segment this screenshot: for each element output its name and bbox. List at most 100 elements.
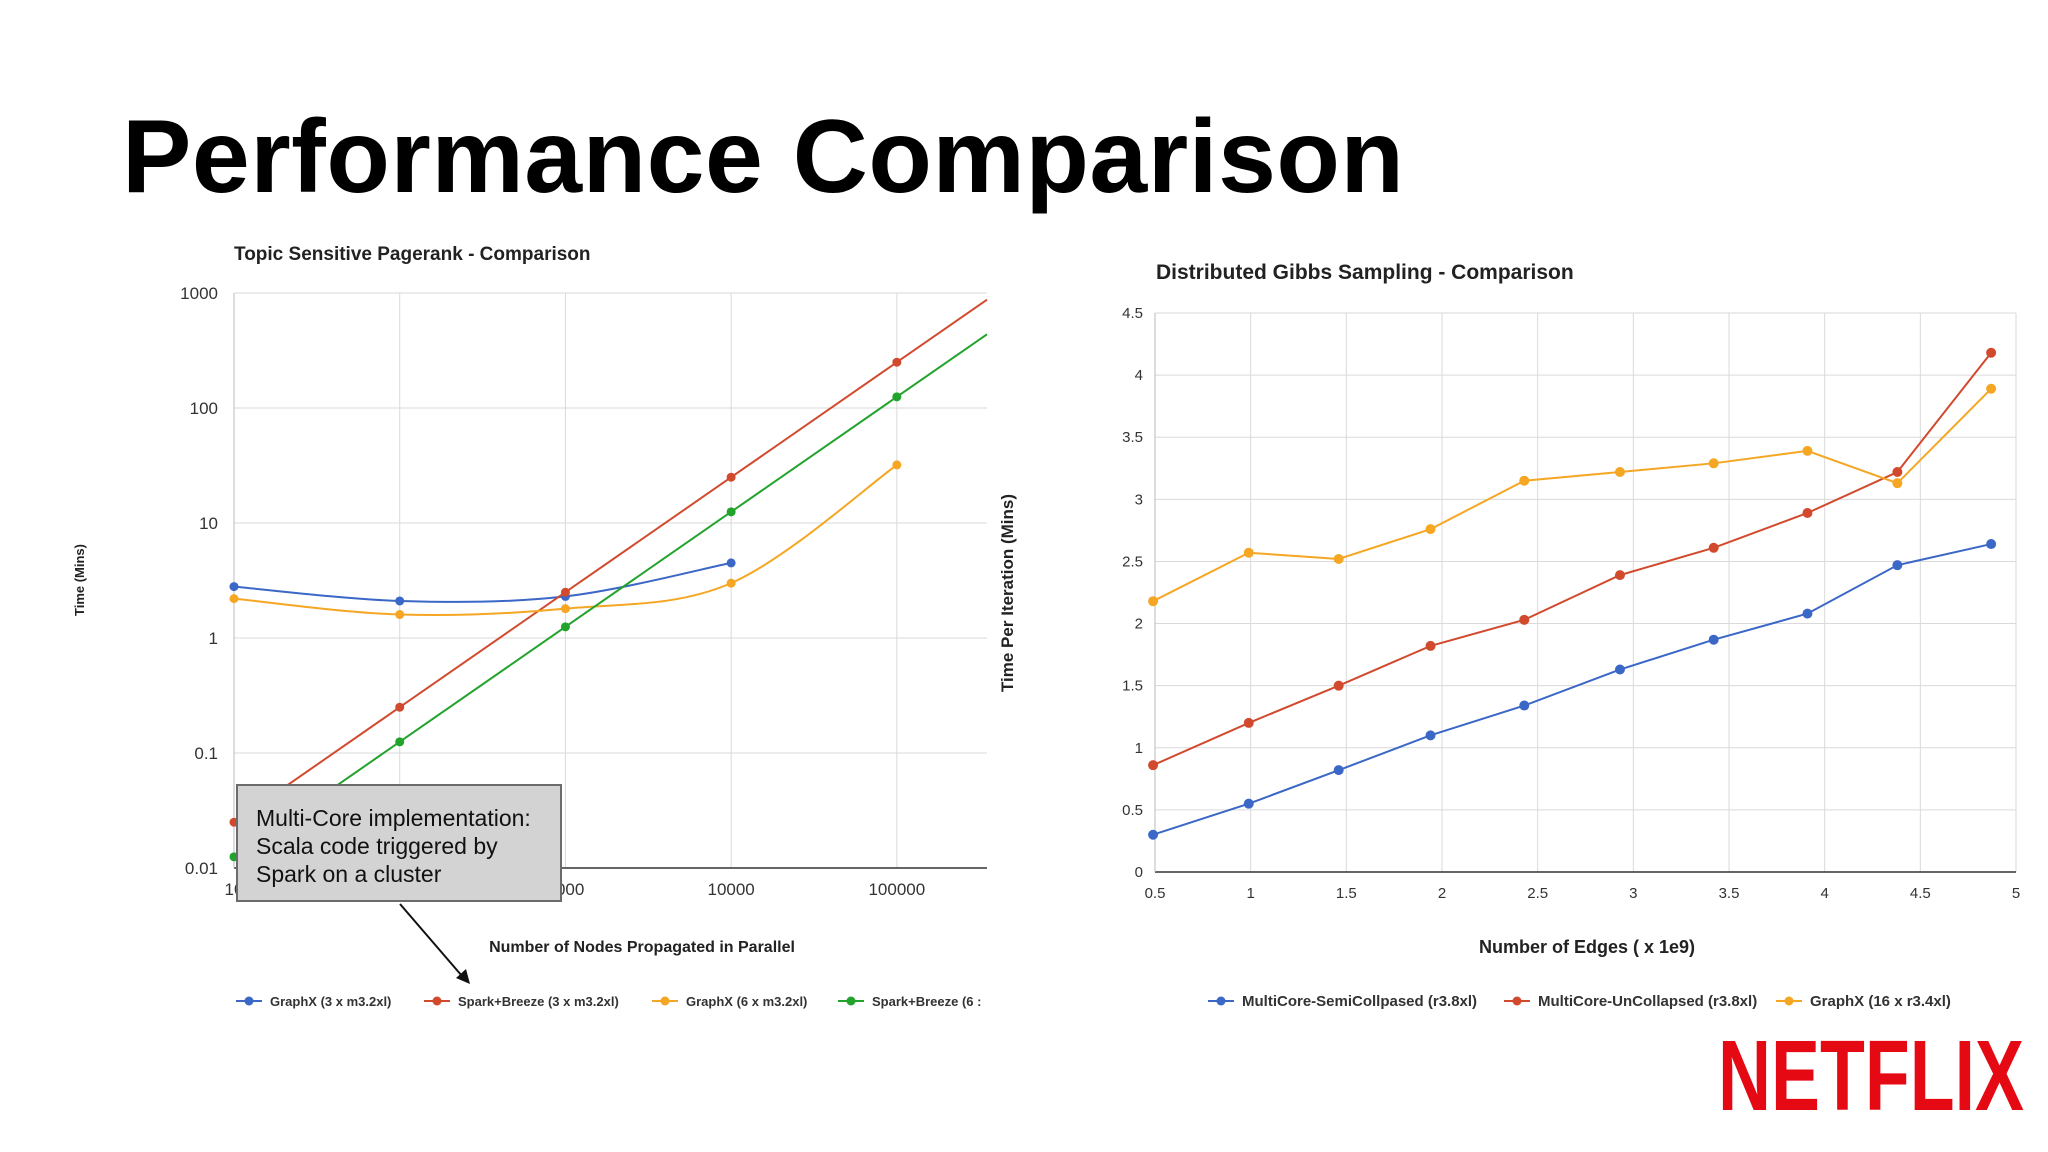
y-tick-label: 0.5 (1122, 802, 1143, 819)
y-tick-labels: 0 0.5 1 1.5 2 2.5 3 3.5 4 4.5 (1122, 305, 1143, 881)
x-tick-label: 5 (2012, 885, 2020, 902)
series-line (233, 464, 898, 617)
data-point (892, 460, 902, 470)
data-point (1986, 347, 1997, 358)
x-tick-label: 2 (1438, 885, 1446, 902)
data-point (395, 610, 405, 620)
pagerank-chart: Topic Sensitive Pagerank - Comparison 0.… (72, 244, 988, 1009)
y-tick-labels: 0.01 0.1 1 10 100 1000 (180, 284, 218, 878)
data-point (1333, 680, 1344, 691)
legend-swatch-dot (846, 996, 856, 1006)
y-tick-label: 2 (1135, 616, 1143, 633)
data-point (1802, 608, 1813, 619)
y-tick-label: 1 (1135, 740, 1143, 757)
y-tick-label: 3 (1135, 491, 1143, 508)
data-point (892, 357, 902, 367)
legend-label: Spark+Breeze (6 : (872, 994, 981, 1009)
chart-title: Topic Sensitive Pagerank - Comparison (234, 244, 591, 265)
data-point (229, 582, 239, 592)
data-point (395, 702, 405, 712)
data-point (1986, 539, 1997, 550)
y-axis-label: Time (Mins) (72, 544, 87, 616)
data-point (1425, 730, 1436, 741)
x-tick-label: 1.5 (1336, 885, 1357, 902)
chart-legend: MultiCore-SemiCollpased (r3.8xl) MultiCor… (1208, 993, 1951, 1010)
x-axis-label: Number of Edges ( x 1e9) (1479, 937, 1695, 957)
data-point (1243, 547, 1254, 558)
data-point (560, 587, 570, 597)
data-point (1614, 467, 1625, 478)
x-tick-label: 1 (1246, 885, 1254, 902)
data-point (1519, 475, 1530, 486)
callout-box: Multi-Core implementation: Scala code tr… (236, 784, 562, 902)
chart-title: Distributed Gibbs Sampling - Comparison (1156, 261, 1574, 284)
series-line (233, 333, 988, 858)
data-point (726, 507, 736, 517)
legend-label: GraphX (6 x m3.2xl) (686, 994, 807, 1009)
gibbs-chart: Distributed Gibbs Sampling - Comparison … (998, 261, 2020, 1010)
data-point (1986, 383, 1997, 394)
x-tick-label: 3 (1629, 885, 1637, 902)
chart-series (229, 298, 988, 862)
data-point (1892, 467, 1903, 478)
legend-label: MultiCore-UnCollapsed (r3.8xl) (1538, 993, 1757, 1010)
y-tick-label: 10 (199, 514, 218, 533)
data-point (1333, 765, 1344, 776)
series-line (1152, 388, 1992, 603)
data-point (1148, 596, 1159, 607)
data-point (1708, 542, 1719, 553)
data-point (1802, 507, 1813, 518)
data-point (1519, 614, 1530, 625)
data-point (1892, 560, 1903, 571)
callout-arrow (399, 903, 470, 984)
x-tick-label: 3.5 (1719, 885, 1740, 902)
series-line (1152, 352, 1992, 767)
legend-swatch-dot (1512, 996, 1522, 1006)
series-line (233, 561, 732, 603)
data-point (726, 578, 736, 588)
y-tick-label: 0.01 (185, 859, 218, 878)
data-point (1243, 717, 1254, 728)
data-point (1148, 760, 1159, 771)
chart-legend: GraphX (3 x m3.2xl) Spark+Breeze (3 x m3.… (236, 994, 981, 1009)
chart-grid (233, 292, 987, 869)
data-point (1243, 798, 1254, 809)
data-point (1892, 478, 1903, 489)
x-tick-labels: 0.5 1 1.5 2 2.5 3 3.5 4 4.5 5 (1145, 885, 2021, 902)
x-tick-label: 4.5 (1910, 885, 1931, 902)
data-point (395, 737, 405, 747)
data-point (1148, 829, 1159, 840)
y-tick-label: 1000 (180, 284, 218, 303)
data-point (395, 596, 405, 606)
legend-swatch-dot (244, 996, 254, 1006)
data-point (560, 622, 570, 632)
chart-series (1148, 347, 1997, 840)
x-tick-label: 4 (1820, 885, 1828, 902)
x-tick-label: 100000 (868, 880, 925, 899)
data-point (726, 558, 736, 568)
x-tick-label: 2.5 (1527, 885, 1548, 902)
y-tick-label: 3.5 (1122, 429, 1143, 446)
legend-label: MultiCore-SemiCollpased (r3.8xl) (1242, 993, 1477, 1010)
svg-text:NETFLIX: NETFLIX (1718, 1030, 2024, 1118)
data-point (1425, 524, 1436, 535)
y-axis-label: Time Per Iteration (Mins) (998, 494, 1017, 692)
y-tick-label: 100 (190, 399, 218, 418)
y-tick-label: 1.5 (1122, 678, 1143, 695)
data-point (1614, 664, 1625, 675)
data-point (1802, 445, 1813, 456)
y-tick-label: 4 (1135, 367, 1143, 384)
callout-line: Scala code triggered by (256, 833, 498, 859)
data-point (229, 594, 239, 604)
data-point (1519, 700, 1530, 711)
legend-label: GraphX (3 x m3.2xl) (270, 994, 391, 1009)
y-tick-label: 2.5 (1122, 553, 1143, 570)
legend-label: GraphX (16 x r3.4xl) (1810, 993, 1951, 1010)
netflix-logo: NETFLIX (1718, 1030, 2024, 1118)
data-point (1425, 640, 1436, 651)
data-point (1614, 570, 1625, 581)
data-point (892, 392, 902, 402)
legend-swatch-dot (432, 996, 442, 1006)
callout-line: Spark on a cluster (256, 861, 442, 887)
